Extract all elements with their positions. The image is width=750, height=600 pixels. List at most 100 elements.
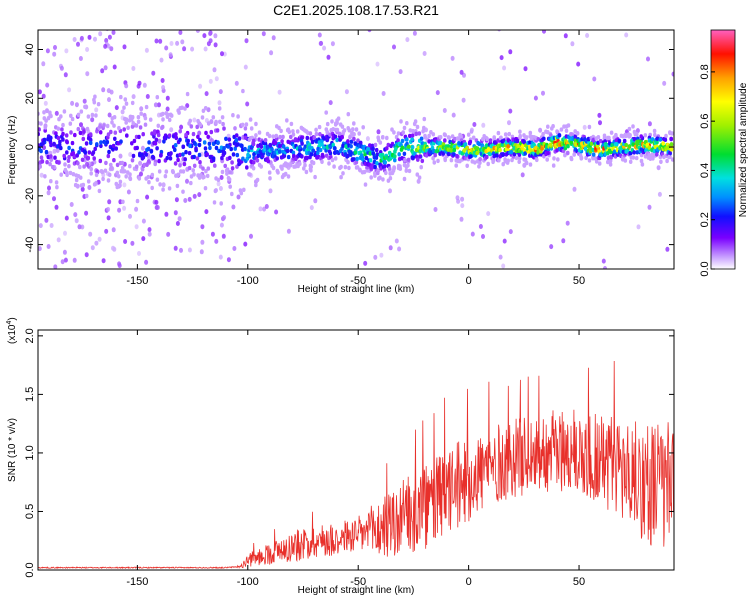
spectrogram-cell [70,140,75,146]
spectrogram-cell [184,132,188,138]
spectrogram-cell [176,172,180,177]
spectrogram-cell [484,143,489,148]
spectrogram-cell [358,140,363,145]
spectrogram-frame [37,29,675,270]
spectrogram-noise-dot [185,178,189,184]
spectrogram-cell [455,153,459,159]
spectrogram-cell [593,156,597,161]
spectrogram-cell [399,147,404,152]
spectrogram-noise-dot [198,83,203,89]
spectrogram-noise-dot [565,220,570,226]
spectrogram-noise-dot [244,38,249,44]
spectrogram-y-ticks: -40 -20 0 20 40 [24,43,674,253]
spectrogram-cell [67,164,71,169]
spectrogram-noise-dot [43,100,48,106]
spectrogram-noise-dot [72,37,77,42]
spectrogram-cell [202,174,206,180]
spectrogram-cell [192,163,197,168]
spectrogram-cell [61,131,65,137]
spectrogram-cell [466,132,471,137]
spectrogram-cell [374,155,379,160]
spectrogram-cell [477,141,482,147]
spectrogram-cell [123,97,128,102]
spectrogram-noise-dot [169,41,174,46]
spectrogram-noise-dot [109,89,114,95]
spectrogram-cell [178,106,183,111]
spectrogram-cell [612,149,617,154]
spectrogram-cell [422,116,427,122]
spectrogram-cell [208,154,213,160]
spectrogram-noise-dot [214,76,219,82]
snr-y-tick-label: 1.0 [24,445,36,460]
spectrogram-noise-dot [69,202,74,207]
spectrogram-cell [159,152,163,158]
spectrogram-cell [160,124,165,130]
spectrogram-cell [304,155,308,161]
spectrogram-cell [155,146,159,151]
spectrogram-noise-dot [45,82,50,88]
spectrogram-cell [374,147,379,153]
spectrogram-noise-dot [52,51,57,57]
spectrogram-noise-dot [671,71,674,77]
spectrogram-cell [87,150,92,155]
spectrogram-cell [664,133,668,139]
spectrogram-cell [594,159,599,164]
snr-x-axis-label: Height of straight line (km) [298,585,415,596]
spectrogram-cell [173,147,177,153]
spectrogram-cell [406,163,410,168]
spectrogram-cell [122,105,126,110]
spectrogram-noise-dot [274,209,279,215]
spectrogram-noise-dot [78,56,83,61]
spectrogram-noise-dot [460,203,465,209]
spectrogram-cell [49,154,53,159]
spectrogram-cell [64,133,69,138]
spectrogram-noise-dot [286,228,291,234]
spectrogram-cell [661,141,665,146]
spectrogram-cell [195,156,200,161]
spectrogram-noise-dot [142,82,147,88]
spectrogram-cell [310,139,315,145]
spectrogram-noise-dot [533,95,538,101]
spectrogram-cell [300,141,304,146]
spectrogram-cell [202,140,207,145]
spectrogram-cell [165,114,170,120]
spectrogram-cell [187,165,192,171]
spectrogram-cell [362,146,366,151]
spectrogram-cell [468,139,473,145]
spectrogram-cell [230,166,235,171]
spectrogram-cell [324,127,329,132]
spectrogram-cell [56,126,61,131]
spectrogram-cell [282,153,287,158]
spectrogram-cell [204,130,208,136]
snr-x-tick-label: -50 [350,576,366,588]
spectrogram-cell [598,138,603,144]
spectrogram-cell [251,138,256,144]
spectrogram-cell [106,153,111,159]
spectrogram-noise-dot [124,83,129,89]
spectrogram-noise-dot [572,186,577,192]
spectrogram-noise-dot [459,69,464,75]
spectrogram-cell [266,159,271,164]
spectrogram-cell [361,125,366,130]
spectrogram-cell [181,189,185,194]
spectrogram-cell [55,185,59,190]
spectrogram-noise-dot [481,122,486,128]
spectrogram-noise-dot [144,47,149,53]
spectrogram-cell [343,165,348,170]
spectrogram-cell [181,152,185,157]
spectrogram-cell [155,129,160,134]
spectrogram-cell [515,139,520,144]
spectrogram-cell [221,121,225,127]
spectrogram-cell [94,172,99,178]
spectrogram-cell [94,113,98,118]
spectrogram-cell [335,150,340,155]
spectrogram-cell [68,170,73,176]
spectrogram-noise-dot [74,218,79,224]
spectrogram-noise-dot [90,245,95,251]
spectrogram-cell [280,166,284,171]
spectrogram-cell [105,139,110,145]
spectrogram-cell [587,124,592,130]
spectrogram-cell [665,145,670,150]
spectrogram-cell [325,121,330,127]
spectrogram-cell [236,142,240,147]
